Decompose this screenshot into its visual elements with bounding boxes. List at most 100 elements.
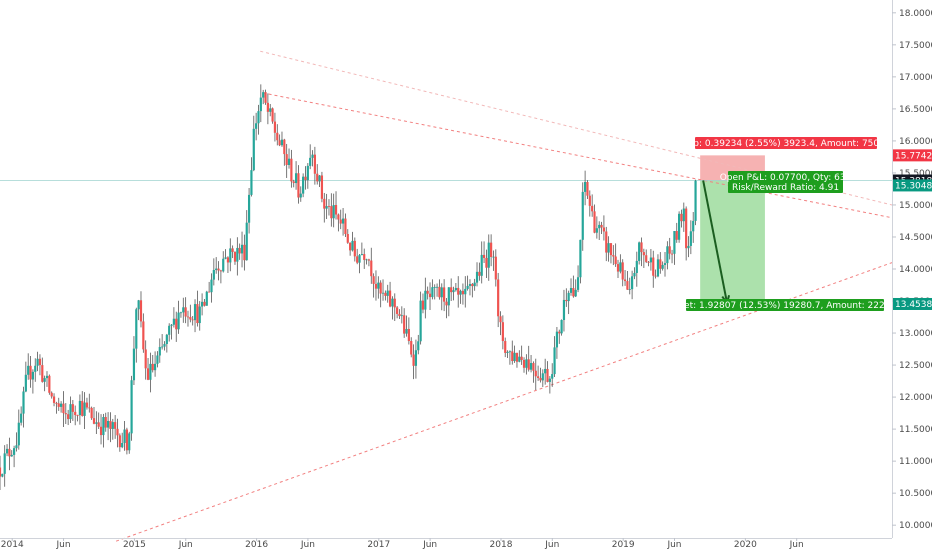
candle [466,275,469,291]
candle [572,275,575,298]
candle [388,281,392,308]
candle [687,236,690,258]
candle [673,230,676,265]
candle [316,164,319,185]
candle [555,327,559,359]
candle [678,211,681,243]
candle [367,258,371,267]
candle [292,179,295,188]
profit-zone[interactable] [700,180,765,304]
y-tick-label: 16.00000 [899,137,932,147]
candle [405,315,408,337]
candle [5,444,9,457]
candle [661,261,664,271]
candle [440,283,443,311]
candle [240,231,244,268]
candle [654,269,657,279]
y-tick-label: 14.00000 [899,265,932,275]
candle [522,357,526,373]
candle [393,293,396,322]
candle [631,270,634,300]
y-tick-label: 11.50000 [899,425,932,435]
candle [323,192,326,223]
candle [628,277,631,295]
candle [135,307,138,363]
candle [250,157,253,197]
candle [45,371,49,387]
candle [694,179,697,226]
candle [62,391,65,427]
candle [645,249,648,264]
candle [198,301,201,331]
candle [414,339,418,379]
candle [12,445,16,468]
candle [666,241,669,270]
candle [346,229,349,244]
candle [600,221,603,234]
candle [351,231,354,252]
candle [490,234,493,267]
candle [76,414,79,422]
candle [360,242,363,256]
candle [24,361,27,393]
candle [518,350,521,363]
candle [391,296,394,320]
candle [161,334,164,350]
y-tick-label: 12.00000 [899,393,932,403]
candle [485,249,488,279]
candle [353,237,356,262]
position-zones [700,155,765,304]
candle [278,134,281,147]
y-tick-label: 10.00000 [899,521,932,531]
candle [339,209,342,230]
candle [233,251,237,265]
candle [396,306,399,319]
candle [191,315,194,326]
candle [605,226,608,262]
candle [513,345,516,363]
candle [464,276,467,308]
candle [177,300,180,334]
candle [149,352,152,393]
candle [494,249,497,287]
candle [200,293,204,316]
candle [381,279,385,301]
candle [576,265,580,293]
candle [137,299,140,321]
candle [656,254,660,278]
candle [330,193,333,227]
candle [205,290,208,306]
svg-text:15.30489: 15.30489 [895,181,932,191]
candle [450,278,453,302]
candle [97,412,100,429]
candle [43,375,46,392]
candle [579,239,582,284]
svg-text:15.77423: 15.77423 [895,151,932,161]
candle [163,341,166,351]
y-tick-label: 17.00000 [899,73,932,83]
candle [400,306,403,324]
candle [356,248,359,265]
upper-trendline[interactable] [262,92,893,219]
candle [325,193,328,220]
x-tick-label: Jun [666,540,681,550]
candle [459,289,462,304]
candle [569,278,573,296]
x-tick-label: 2019 [612,540,635,550]
candle [210,273,213,303]
candle [203,298,206,307]
candle [208,281,211,293]
candle [104,412,107,432]
candle [212,258,215,286]
svg-text:Stop: 0.39234 (2.55%) 3923.4,: Stop: 0.39234 (2.55%) 3923.4, Amount: 75… [679,139,894,149]
candle [431,279,434,300]
candle [85,397,89,410]
candle [623,269,627,286]
candle [635,251,638,287]
candle [186,310,190,327]
candle [175,311,178,342]
candle [435,283,439,297]
candle [158,338,161,363]
candle [443,279,446,312]
